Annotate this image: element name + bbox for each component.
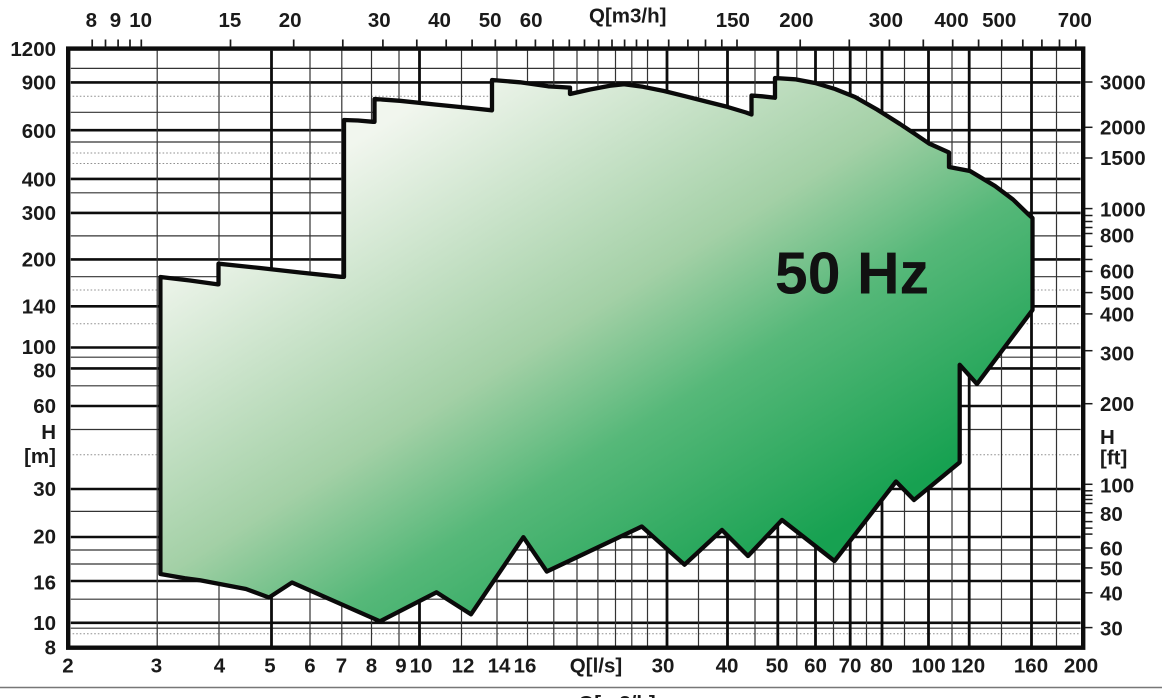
svg-text:H: H: [1100, 426, 1115, 449]
svg-text:70: 70: [839, 655, 862, 678]
svg-text:80: 80: [33, 360, 56, 383]
svg-text:10: 10: [410, 655, 433, 678]
svg-text:15: 15: [218, 9, 241, 32]
svg-text:8: 8: [366, 655, 377, 678]
svg-text:60: 60: [520, 9, 543, 32]
svg-text:60: 60: [1100, 538, 1123, 561]
svg-text:40: 40: [1100, 583, 1123, 606]
svg-text:150: 150: [716, 9, 750, 32]
svg-text:16: 16: [514, 655, 537, 678]
svg-text:900: 900: [22, 72, 56, 95]
svg-text:300: 300: [1100, 343, 1134, 366]
svg-text:700: 700: [1058, 9, 1092, 32]
svg-text:H: H: [41, 421, 56, 444]
svg-text:100: 100: [1100, 475, 1134, 498]
svg-text:300: 300: [22, 202, 56, 225]
svg-text:200: 200: [22, 249, 56, 272]
svg-text:200: 200: [779, 9, 813, 32]
svg-text:600: 600: [1100, 261, 1134, 284]
svg-text:500: 500: [982, 9, 1016, 32]
svg-text:[ft]: [ft]: [1100, 447, 1127, 470]
svg-text:400: 400: [1100, 304, 1134, 327]
svg-text:20: 20: [279, 9, 302, 32]
svg-text:30: 30: [652, 655, 675, 678]
svg-text:Q[m3/h]: Q[m3/h]: [589, 5, 666, 28]
svg-text:2000: 2000: [1100, 117, 1146, 140]
svg-text:8: 8: [86, 9, 97, 32]
svg-text:40: 40: [428, 9, 451, 32]
svg-text:[m]: [m]: [24, 445, 56, 468]
svg-text:Q[m3/h]: Q[m3/h]: [578, 692, 655, 698]
svg-text:9: 9: [110, 9, 121, 32]
svg-text:2: 2: [62, 655, 73, 678]
svg-text:80: 80: [870, 655, 893, 678]
svg-text:14: 14: [488, 655, 511, 678]
svg-text:200: 200: [1100, 393, 1134, 416]
svg-text:600: 600: [22, 120, 56, 143]
svg-text:60: 60: [33, 395, 56, 418]
svg-text:140: 140: [22, 296, 56, 319]
svg-text:160: 160: [1014, 655, 1048, 678]
svg-text:9: 9: [395, 655, 406, 678]
svg-text:40: 40: [716, 655, 739, 678]
svg-text:6: 6: [304, 655, 315, 678]
svg-text:50: 50: [766, 655, 789, 678]
svg-text:1000: 1000: [1100, 199, 1146, 222]
svg-text:1500: 1500: [1100, 147, 1146, 170]
svg-text:200: 200: [1064, 655, 1098, 678]
svg-text:50: 50: [1100, 558, 1123, 581]
svg-text:12: 12: [452, 655, 475, 678]
svg-text:8: 8: [45, 637, 56, 660]
svg-text:30: 30: [368, 9, 391, 32]
svg-text:80: 80: [1100, 503, 1123, 526]
svg-text:30: 30: [33, 478, 56, 501]
svg-text:Q[l/s]: Q[l/s]: [570, 655, 622, 678]
svg-text:100: 100: [911, 655, 945, 678]
svg-text:1200: 1200: [10, 38, 56, 61]
svg-text:30: 30: [1100, 618, 1123, 641]
svg-text:50 Hz: 50 Hz: [775, 241, 929, 307]
svg-text:4: 4: [214, 655, 226, 678]
svg-text:800: 800: [1100, 225, 1134, 248]
svg-text:20: 20: [33, 526, 56, 549]
svg-text:120: 120: [951, 655, 985, 678]
svg-text:500: 500: [1100, 282, 1134, 305]
svg-text:100: 100: [22, 336, 56, 359]
svg-text:3: 3: [151, 655, 162, 678]
svg-text:10: 10: [129, 9, 152, 32]
svg-text:400: 400: [22, 169, 56, 192]
svg-text:300: 300: [869, 9, 903, 32]
svg-text:10: 10: [33, 612, 56, 635]
svg-text:3000: 3000: [1100, 72, 1146, 95]
svg-text:50: 50: [479, 9, 502, 32]
svg-text:7: 7: [336, 655, 347, 678]
svg-text:400: 400: [934, 9, 968, 32]
svg-text:60: 60: [804, 655, 827, 678]
svg-text:16: 16: [33, 572, 56, 595]
svg-text:5: 5: [264, 655, 275, 678]
